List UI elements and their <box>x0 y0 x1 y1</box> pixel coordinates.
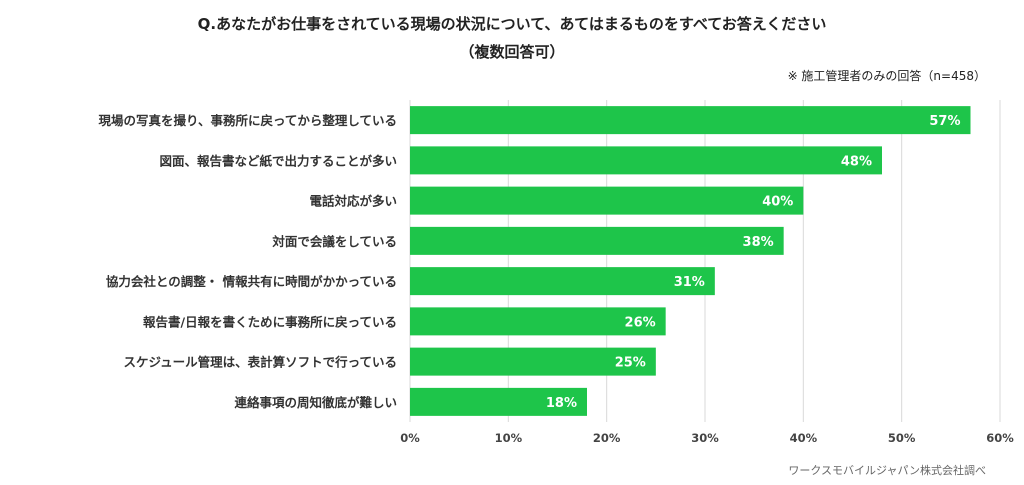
category-label: スケジュール管理は、表計算ソフトで行っている <box>123 355 397 370</box>
category-label: 現場の写真を撮り、事務所に戻ってから整理している <box>98 113 397 128</box>
x-tick-label: 40% <box>790 431 818 445</box>
category-labels: 現場の写真を撮り、事務所に戻ってから整理している図面、報告書など紙で出力すること… <box>98 113 397 410</box>
category-label: 協力会社との調整・ 情報共有に時間がかかっている <box>106 274 397 289</box>
x-tick-label: 20% <box>593 431 621 445</box>
bar <box>410 146 882 174</box>
x-tick-label: 0% <box>400 431 420 445</box>
bar-value-label: 57% <box>929 114 960 129</box>
x-tick-label: 60% <box>986 431 1014 445</box>
bar-value-label: 18% <box>546 396 577 411</box>
bar <box>410 227 784 255</box>
category-label: 図面、報告書など紙で出力することが多い <box>159 153 397 168</box>
bar-value-label: 40% <box>762 195 793 210</box>
x-tick-label: 30% <box>691 431 719 445</box>
bar-value-label: 26% <box>625 315 656 330</box>
chart-title-line2: （複数回答可） <box>459 43 564 61</box>
bar <box>410 187 803 215</box>
source-credit: ワークスモバイルジャパン株式会社調べ <box>788 463 986 477</box>
x-tick-label: 50% <box>888 431 916 445</box>
x-axis-ticks: 0% 10% 20% 30% 40% 50% 60% <box>400 431 1014 445</box>
bar-value-label: 48% <box>841 154 872 169</box>
category-label: 電話対応が多い <box>309 194 397 209</box>
x-tick-label: 10% <box>495 431 523 445</box>
bar-value-label: 25% <box>615 356 646 371</box>
bar-value-label: 38% <box>743 235 774 250</box>
bar-value-label: 31% <box>674 275 705 290</box>
category-label: 対面で会議をしている <box>271 234 397 249</box>
chart-title-line1: Q.あなたがお仕事をされている現場の状況について、あてはまるものをすべてお答えく… <box>198 15 827 33</box>
sample-note: ※ 施工管理者のみの回答（n=458） <box>788 68 986 83</box>
bar <box>410 267 715 295</box>
category-label: 連絡事項の周知徹底が難しい <box>234 395 397 410</box>
bar <box>410 106 971 134</box>
bars: 57% 48% 40% 38% 31% 26% 25% 18% <box>410 106 971 416</box>
category-label: 報告書/日報を書くために事務所に戻っている <box>143 314 397 329</box>
